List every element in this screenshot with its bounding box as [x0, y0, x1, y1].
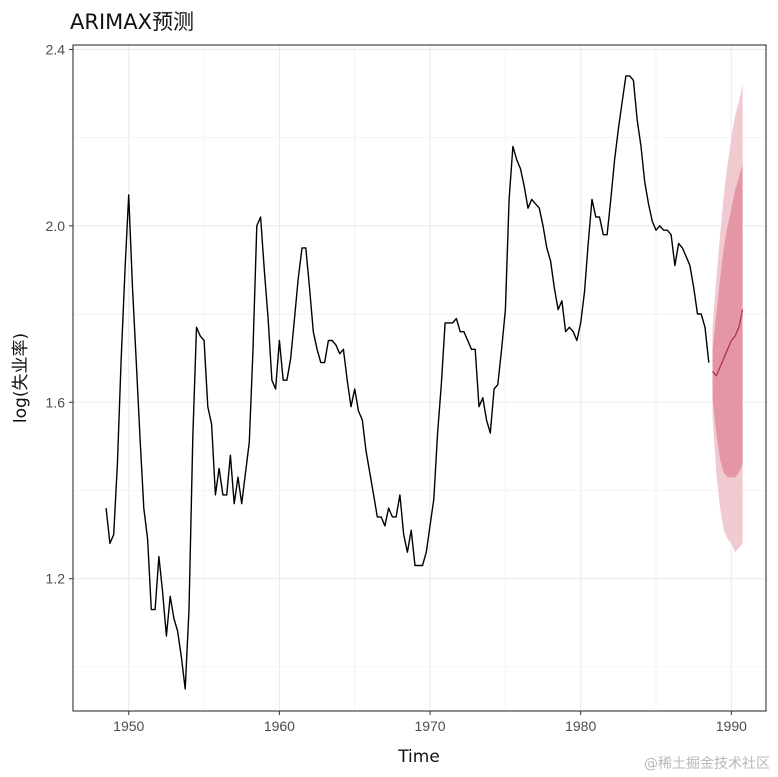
observed-line	[105, 75, 710, 690]
x-tick-label: 1980	[565, 718, 596, 734]
x-tick-label: 1950	[113, 718, 144, 734]
x-axis-title: Time	[397, 747, 440, 767]
prediction-intervals	[712, 84, 743, 553]
y-axis-title: log(失业率)	[11, 333, 31, 423]
y-tick-label: 2.4	[46, 41, 66, 57]
y-tick-label: 1.6	[46, 394, 66, 410]
x-axis-ticks: 1950 1960 1970 1980 1990	[113, 711, 747, 734]
x-tick-label: 1990	[716, 718, 747, 734]
prediction-interval-80pct	[712, 164, 743, 478]
panel-border	[72, 44, 767, 712]
minor-gridlines	[73, 45, 766, 711]
y-tick-label: 1.2	[46, 571, 66, 587]
x-tick-label: 1960	[264, 718, 295, 734]
y-axis-ticks: 1.2 1.6 2.0 2.4	[46, 41, 73, 587]
forecast-line	[711, 309, 744, 377]
series-lines	[105, 75, 744, 690]
watermark-text: @稀土掘金技术社区	[644, 756, 770, 772]
chart-title: ARIMAX预测	[70, 10, 194, 34]
x-tick-label: 1970	[414, 718, 445, 734]
y-tick-label: 2.0	[46, 218, 66, 234]
